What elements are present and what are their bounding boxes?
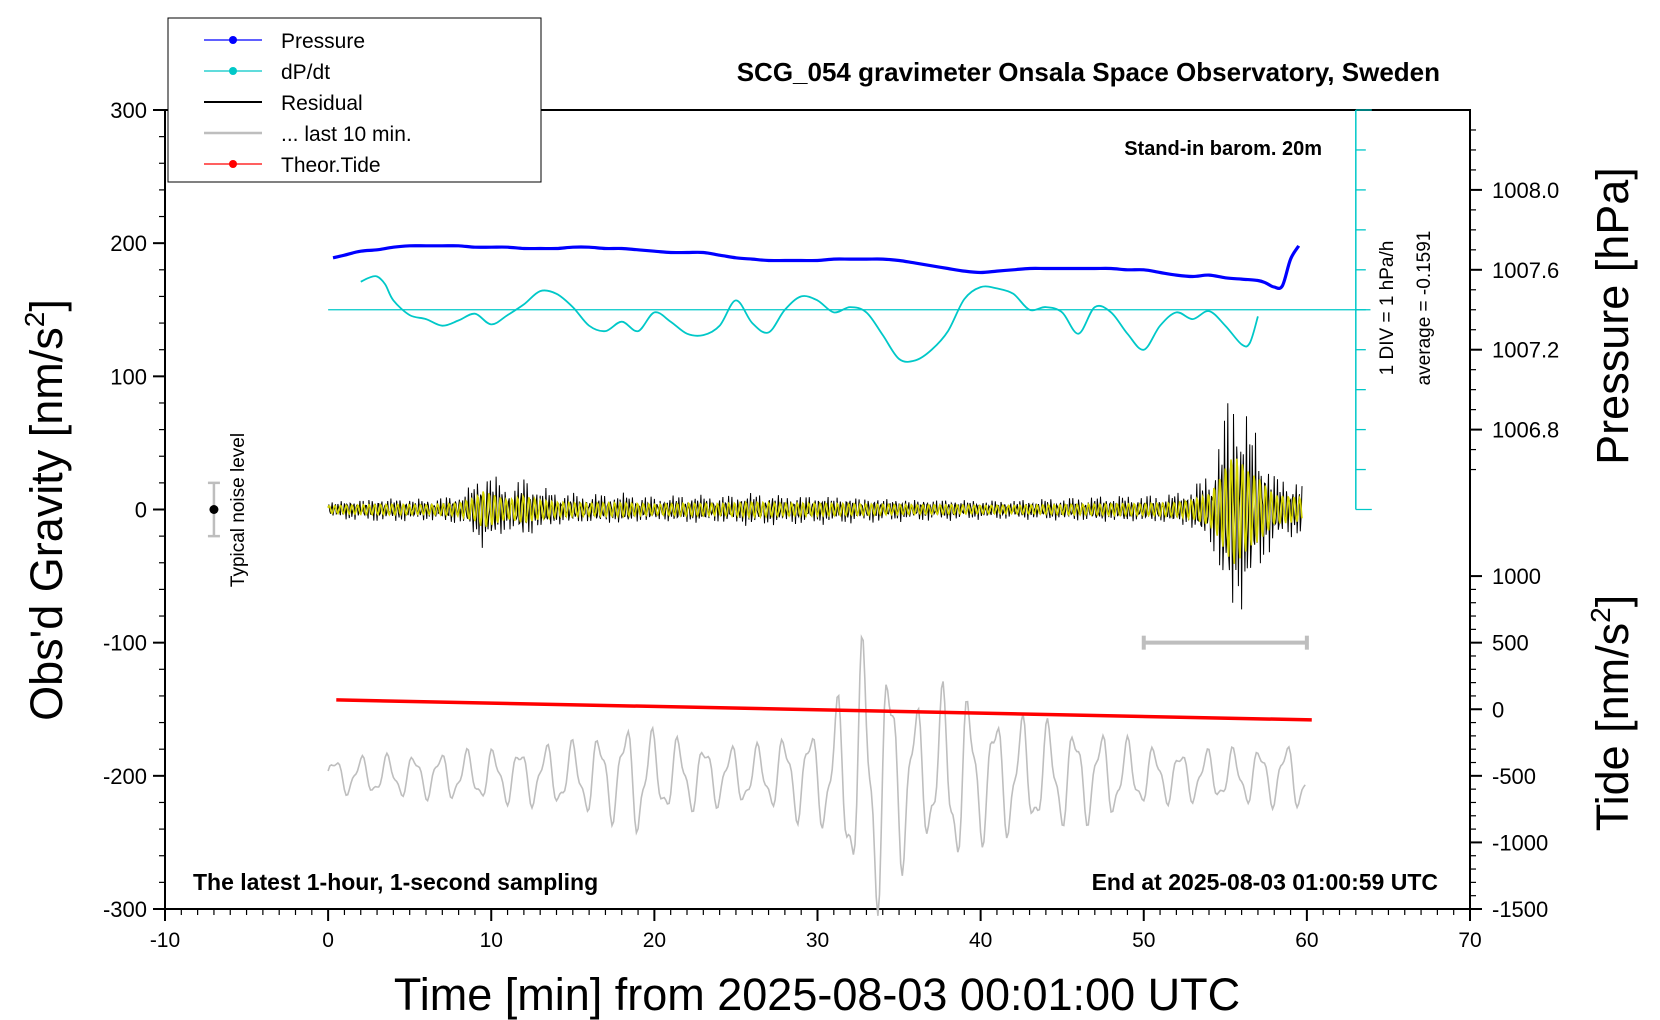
- x-tick-label: 70: [1458, 929, 1481, 952]
- y-tick-label: -200: [103, 764, 147, 789]
- tide-tick-label: -1500: [1492, 897, 1548, 922]
- x-tick-label: 50: [1132, 929, 1155, 952]
- legend-label: Residual: [281, 92, 363, 115]
- legend-label: Pressure: [281, 30, 365, 53]
- tide-tick-label: 1000: [1492, 564, 1541, 589]
- y-axis-label-right-bottom-main: Tide [nm/s: [1587, 623, 1638, 831]
- tide-tick-label: -1000: [1492, 830, 1548, 855]
- dpdt-scale-label-2: average = -0.1591: [1414, 231, 1435, 386]
- legend-label: dP/dt: [281, 61, 330, 84]
- x-tick-label: 30: [806, 929, 829, 952]
- y-tick-label: 200: [110, 231, 147, 256]
- chart-subtitle: Stand-in barom. 20m: [1124, 138, 1322, 160]
- dpdt-line: [360, 275, 1259, 363]
- noise-level-point: [209, 505, 219, 514]
- y-tick-label: -300: [103, 897, 147, 922]
- pressure-tick-label: 1007.6: [1492, 258, 1559, 283]
- series-layer: [207, 109, 1372, 916]
- y-axis-label-left-main: Obs'd Gravity [nm/s: [21, 327, 72, 721]
- y-axis-label-right-top: Pressure [hPa]: [1587, 167, 1638, 465]
- residual-smooth-line: [327, 458, 1303, 564]
- legend-marker: [229, 36, 237, 44]
- y-tick-label: 100: [110, 364, 147, 389]
- x-tick-label: 20: [643, 929, 666, 952]
- legend-box: [167, 17, 542, 183]
- y-axis-label-right-bottom-sup: 2: [1585, 607, 1616, 623]
- x-tick-label: 60: [1295, 929, 1318, 952]
- x-tick-label: 10: [480, 929, 503, 952]
- legend-label: Theor.Tide: [281, 154, 381, 177]
- chart-title: SCG_054 gravimeter Onsala Space Observat…: [737, 57, 1440, 87]
- legend-items: Pressure dP/dt Residual ... last 10 min. The…: [204, 30, 412, 177]
- noise-level-label: Typical noise level: [228, 433, 249, 587]
- x-tick-label: -10: [150, 929, 180, 952]
- y-tick-label: 300: [110, 98, 147, 123]
- y-axis-label-right-bottom: Tide [nm/s2]: [1585, 595, 1638, 831]
- y-axis-label-left-sup: 2: [19, 312, 50, 328]
- y-axis-label-left-end: ]: [21, 299, 72, 312]
- y-axis-label-right-bottom-end: ]: [1587, 595, 1638, 608]
- tide-line: [336, 698, 1312, 722]
- tide-tick-label: 0: [1492, 697, 1504, 722]
- tide-tick-label: 500: [1492, 631, 1529, 656]
- last10-line: [327, 634, 1306, 916]
- annotation-bottom-right: End at 2025-08-03 01:00:59 UTC: [1092, 869, 1438, 895]
- y-tick-label: -100: [103, 631, 147, 656]
- x-tick-label: 0: [322, 929, 334, 952]
- x-axis-label: Time [min] from 2025-08-03 00:01:00 UTC: [394, 969, 1240, 1020]
- annotation-bottom-left: The latest 1-hour, 1-second sampling: [193, 869, 598, 895]
- y-axis-label-left: Obs'd Gravity [nm/s2]: [19, 299, 72, 721]
- y-tick-label: 0: [135, 498, 147, 523]
- residual-line: [327, 403, 1303, 610]
- x-tick-label: 40: [969, 929, 992, 952]
- pressure-line: [332, 244, 1301, 290]
- legend-marker: [229, 67, 237, 75]
- pressure-tick-label: 1008.0: [1492, 178, 1559, 203]
- pressure-tick-label: 1006.8: [1492, 418, 1559, 443]
- pressure-tick-label: 1007.2: [1492, 338, 1559, 363]
- legend: Pressure dP/dt Residual ... last 10 min. The…: [167, 17, 542, 183]
- dpdt-scale-label-1: 1 DIV = 1 hPa/h: [1377, 241, 1398, 376]
- legend-label: ... last 10 min.: [281, 123, 412, 146]
- tide-tick-label: -500: [1492, 764, 1536, 789]
- legend-marker: [229, 160, 237, 168]
- axes-layer: -10 0 10 20 30 40 50 60 703002001000-100-200-300…: [103, 98, 1559, 952]
